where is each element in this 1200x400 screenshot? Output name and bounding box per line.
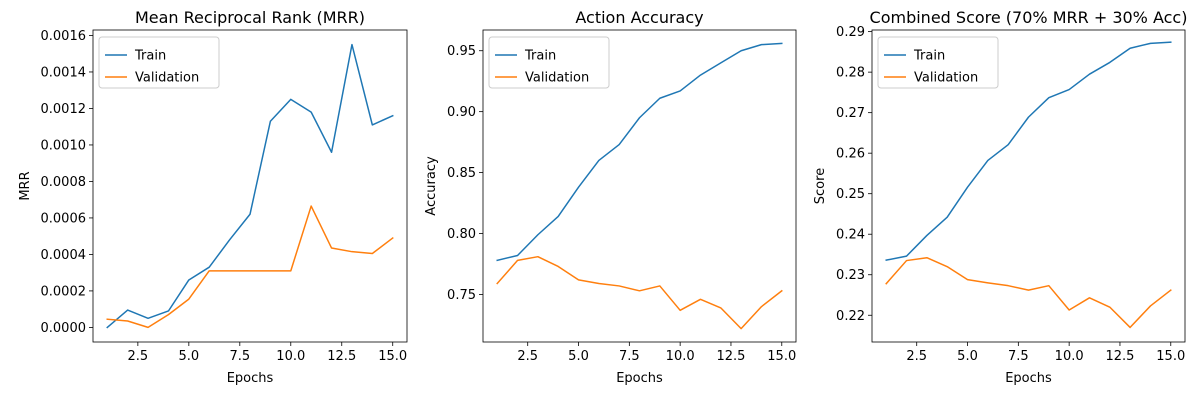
y-tick-label: 0.27 [836, 106, 865, 121]
legend-label-train: Train [524, 49, 556, 64]
y-tick-label: 0.29 [836, 25, 865, 40]
y-tick-label: 0.0012 [41, 102, 87, 117]
y-axis-label: Score [813, 168, 828, 204]
legend-box [488, 36, 610, 89]
x-tick-label: 10.0 [276, 349, 305, 364]
y-tick-label: 0.26 [836, 147, 865, 162]
x-tick-label: 12.5 [716, 349, 745, 364]
legend-label-validation: Validation [914, 71, 978, 86]
y-tick-label: 0.0006 [41, 211, 87, 226]
legend-label-validation: Validation [135, 71, 199, 86]
chart-panel-3: 2.5 5.0 7.5 10.0 12.5 15.0 0.22 0.23 0.24 0.25 0.2… [813, 8, 1187, 386]
y-tick-label: 0.28 [836, 66, 865, 81]
x-axis-label: Epochs [227, 371, 274, 386]
plot-frame [482, 29, 797, 343]
y-tick-label: 0.0002 [41, 284, 87, 299]
series-line-validation [496, 255, 783, 330]
series-line-train [496, 42, 783, 262]
x-tick-label: 2.5 [906, 349, 927, 364]
x-tick-label: 2.5 [517, 349, 538, 364]
x-tick-label: 7.5 [619, 349, 640, 364]
x-tick-label: 5.0 [568, 349, 589, 364]
x-tick-label: 7.5 [1008, 349, 1029, 364]
legend-label-train: Train [913, 49, 945, 64]
legend-label-train: Train [134, 49, 166, 64]
x-tick-label: 15.0 [1156, 349, 1185, 364]
y-tick-label: 0.22 [836, 309, 865, 324]
x-tick-label: 10.0 [1055, 349, 1084, 364]
y-tick-label: 0.24 [836, 228, 865, 243]
legend: Train Validation [877, 36, 999, 89]
x-tick-label: 2.5 [128, 349, 149, 364]
x-tick-label: 15.0 [767, 349, 796, 364]
plot-frame [871, 29, 1186, 343]
series-line-train [885, 41, 1172, 262]
y-tick-label: 0.0008 [41, 175, 87, 190]
chart-panel-1: 2.5 5.0 7.5 10.0 12.5 15.0 0.0000 0.0002 0.0004 0… [18, 8, 408, 386]
y-tick-label: 0.95 [447, 44, 476, 59]
y-tick-label: 0.0014 [41, 65, 87, 80]
legend: Train Validation [98, 36, 220, 89]
chart-title: Action Accuracy [575, 8, 703, 27]
chart-title: Mean Reciprocal Rank (MRR) [135, 8, 365, 27]
legend-box [98, 36, 220, 89]
y-tick-label: 0.0004 [41, 248, 87, 263]
x-tick-label: 12.5 [1105, 349, 1134, 364]
y-tick-label: 0.80 [447, 227, 476, 242]
legend-box [877, 36, 999, 89]
x-axis-label: Epochs [616, 371, 663, 386]
y-axis-label: MRR [18, 171, 33, 200]
x-tick-label: 5.0 [178, 349, 199, 364]
y-tick-label: 0.23 [836, 268, 865, 283]
y-tick-label: 0.75 [447, 288, 476, 303]
y-tick-label: 0.0016 [41, 29, 87, 44]
y-tick-label: 0.0010 [41, 138, 87, 153]
x-tick-label: 7.5 [229, 349, 250, 364]
plot-frame [92, 29, 408, 343]
x-tick-label: 12.5 [327, 349, 356, 364]
x-axis-label: Epochs [1005, 371, 1052, 386]
x-tick-label: 10.0 [666, 349, 695, 364]
legend-label-validation: Validation [525, 71, 589, 86]
series-line-train [106, 43, 394, 329]
series-line-validation [106, 205, 394, 329]
y-tick-label: 0.90 [447, 105, 476, 120]
x-tick-label: 5.0 [957, 349, 978, 364]
chart-title: Combined Score (70% MRR + 30% Acc) [870, 8, 1188, 27]
chart-panel-2: 2.5 5.0 7.5 10.0 12.5 15.0 0.75 0.80 0.85 0.90 0.9… [424, 8, 797, 386]
y-tick-label: 0.85 [447, 166, 476, 181]
series-line-validation [885, 256, 1172, 329]
y-tick-label: 0.0000 [41, 321, 87, 336]
y-axis-label: Accuracy [424, 156, 439, 216]
y-tick-label: 0.25 [836, 187, 865, 202]
legend: Train Validation [488, 36, 610, 89]
x-tick-label: 15.0 [378, 349, 407, 364]
